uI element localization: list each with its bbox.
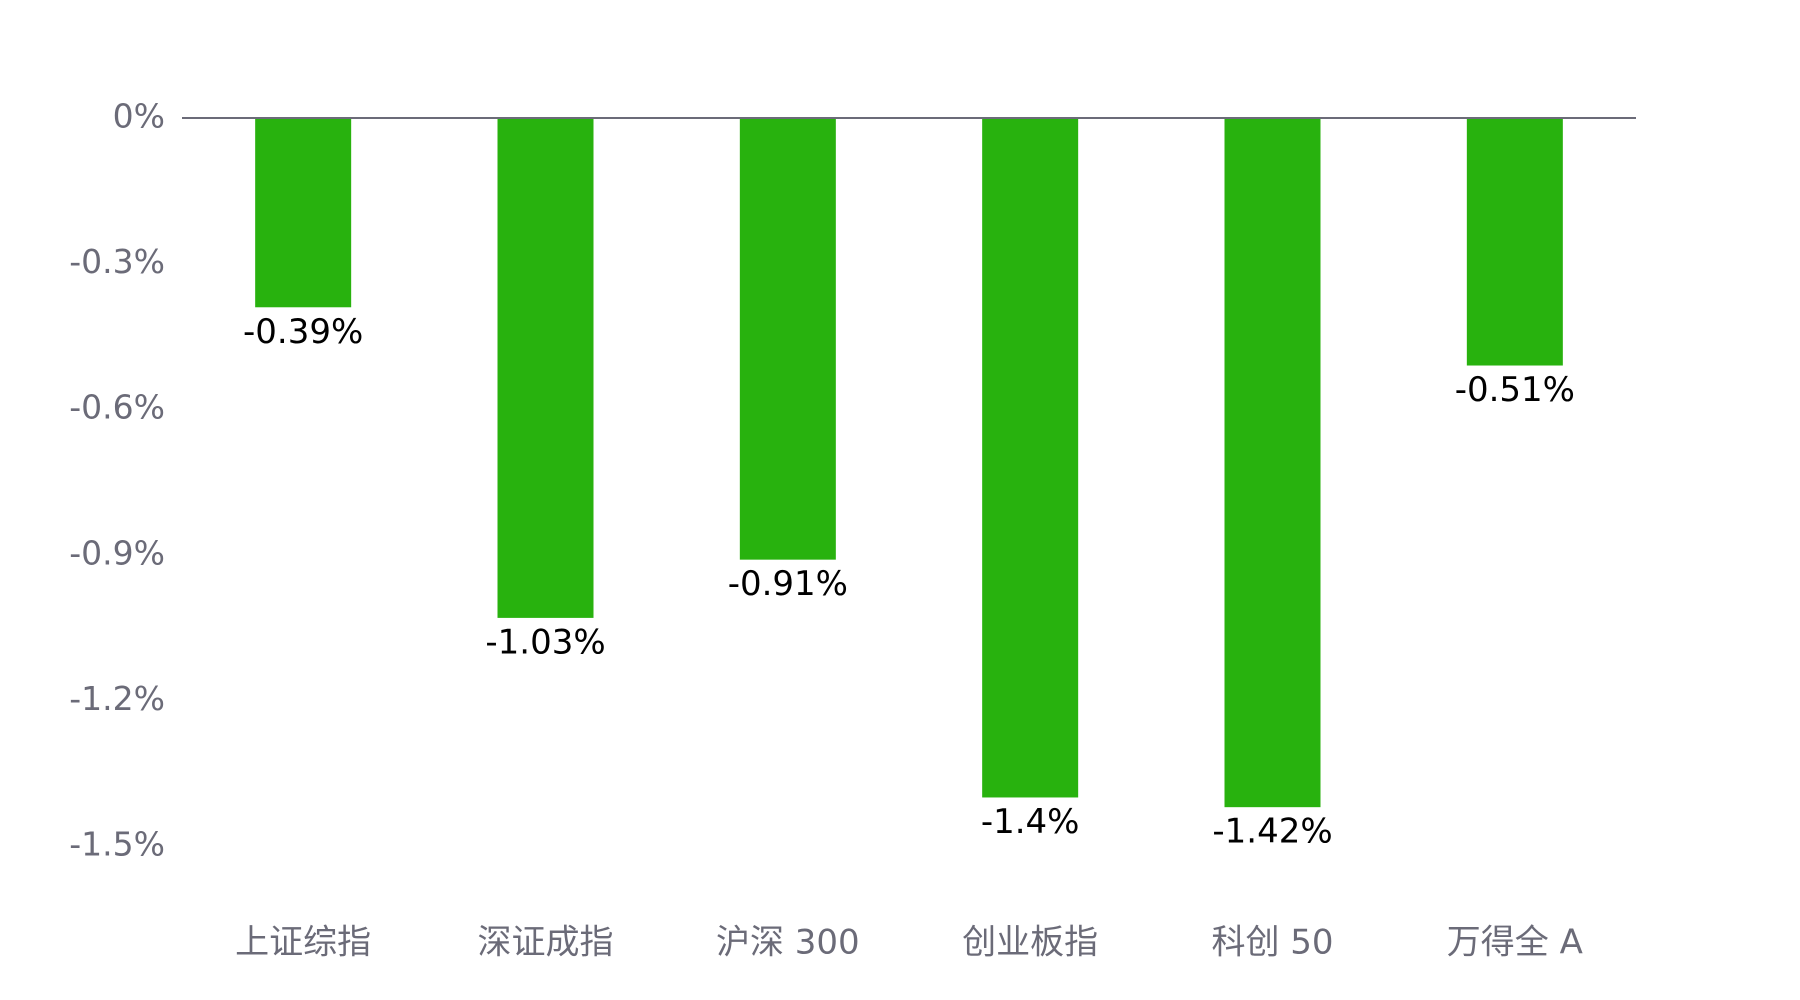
y-tick-label: -1.2%	[69, 679, 165, 718]
y-tick-label: -0.9%	[69, 533, 165, 572]
bar	[1466, 118, 1563, 366]
bar	[1224, 118, 1321, 808]
value-label: -0.51%	[1455, 370, 1575, 410]
value-label: -0.91%	[728, 564, 848, 604]
x-tick-label: 深证成指	[478, 923, 614, 963]
y-tick-label: -0.3%	[69, 242, 165, 281]
x-tick-label: 科创 50	[1211, 923, 1333, 963]
value-label: -1.03%	[485, 622, 605, 662]
y-tick-label: -0.6%	[69, 388, 165, 427]
x-tick-label: 沪深 300	[716, 923, 860, 963]
value-label: -1.42%	[1212, 812, 1332, 852]
y-tick-label: -1.5%	[69, 825, 165, 864]
value-label: -1.4%	[981, 802, 1080, 842]
value-label: -0.39%	[243, 312, 363, 352]
y-tick-label: 0%	[113, 97, 165, 136]
x-tick-label: 万得全 A	[1447, 923, 1583, 963]
x-tick-label: 上证综指	[235, 923, 371, 963]
bar	[739, 118, 836, 560]
bar	[497, 118, 594, 618]
bar	[982, 118, 1079, 798]
bar	[255, 118, 352, 308]
x-tick-label: 创业板指	[962, 923, 1098, 963]
